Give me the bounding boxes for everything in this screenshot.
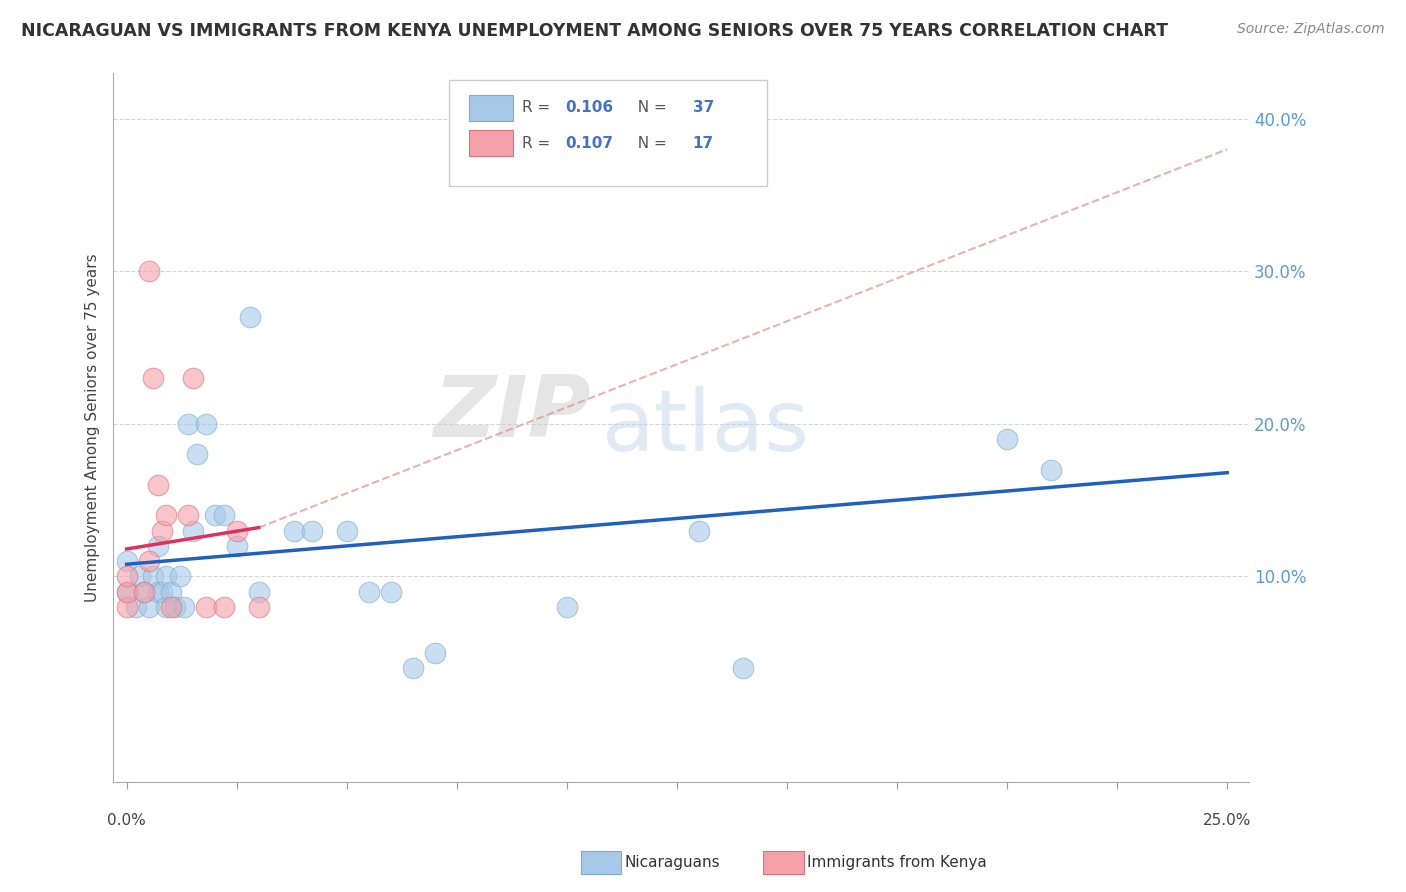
Point [138, 599, 160, 614]
Point [239, 310, 262, 324]
Point [225, 539, 247, 553]
Point [380, 584, 402, 599]
Point [142, 569, 165, 583]
Point [146, 584, 169, 599]
Text: 25.0%: 25.0% [1204, 813, 1251, 828]
FancyBboxPatch shape [470, 95, 513, 120]
FancyBboxPatch shape [449, 80, 766, 186]
Text: ZIP: ZIP [433, 372, 591, 455]
Text: Immigrants from Kenya: Immigrants from Kenya [807, 855, 987, 870]
Text: 0.107: 0.107 [565, 136, 613, 151]
Point [159, 584, 181, 599]
Point [115, 584, 138, 599]
Point [115, 569, 138, 583]
Point [194, 417, 217, 431]
Point [247, 584, 270, 599]
Text: Source: ZipAtlas.com: Source: ZipAtlas.com [1237, 22, 1385, 37]
Point [173, 599, 195, 614]
Point [142, 371, 165, 385]
Point [402, 661, 425, 675]
Point [134, 584, 156, 599]
Text: N =: N = [628, 136, 672, 151]
Point [165, 599, 187, 614]
Point [688, 524, 710, 538]
Point [247, 599, 270, 614]
Text: R =: R = [523, 136, 555, 151]
Text: atlas: atlas [602, 386, 810, 469]
Point [115, 584, 138, 599]
Point [181, 524, 204, 538]
Point [194, 599, 217, 614]
Point [129, 569, 152, 583]
Text: 0.106: 0.106 [565, 100, 613, 115]
Point [357, 584, 380, 599]
Point [423, 646, 446, 660]
FancyBboxPatch shape [470, 130, 513, 156]
Point [301, 524, 323, 538]
Point [138, 554, 160, 568]
Point [186, 447, 208, 461]
Text: Nicaraguans: Nicaraguans [624, 855, 720, 870]
Point [1040, 462, 1063, 476]
Point [181, 371, 204, 385]
Y-axis label: Unemployment Among Seniors over 75 years: Unemployment Among Seniors over 75 years [86, 253, 100, 602]
Point [155, 508, 177, 523]
Point [169, 569, 191, 583]
Text: 0.0%: 0.0% [107, 813, 146, 828]
Point [155, 599, 177, 614]
Point [555, 599, 578, 614]
Point [212, 599, 235, 614]
Point [124, 599, 146, 614]
Point [177, 508, 200, 523]
Point [155, 569, 177, 583]
Point [150, 584, 173, 599]
Point [159, 599, 181, 614]
Point [134, 584, 156, 599]
Text: 37: 37 [693, 100, 714, 115]
Point [115, 554, 138, 568]
Point [995, 432, 1018, 446]
Point [146, 539, 169, 553]
Text: 17: 17 [693, 136, 714, 151]
Point [138, 264, 160, 278]
Point [115, 599, 138, 614]
Point [146, 478, 169, 492]
Text: R =: R = [523, 100, 555, 115]
Text: NICARAGUAN VS IMMIGRANTS FROM KENYA UNEMPLOYMENT AMONG SENIORS OVER 75 YEARS COR: NICARAGUAN VS IMMIGRANTS FROM KENYA UNEM… [21, 22, 1168, 40]
Point [225, 524, 247, 538]
Point [212, 508, 235, 523]
Point [336, 524, 359, 538]
Point [283, 524, 305, 538]
Point [731, 661, 754, 675]
Point [177, 417, 200, 431]
Point [204, 508, 226, 523]
Text: N =: N = [628, 100, 672, 115]
Point [150, 524, 173, 538]
